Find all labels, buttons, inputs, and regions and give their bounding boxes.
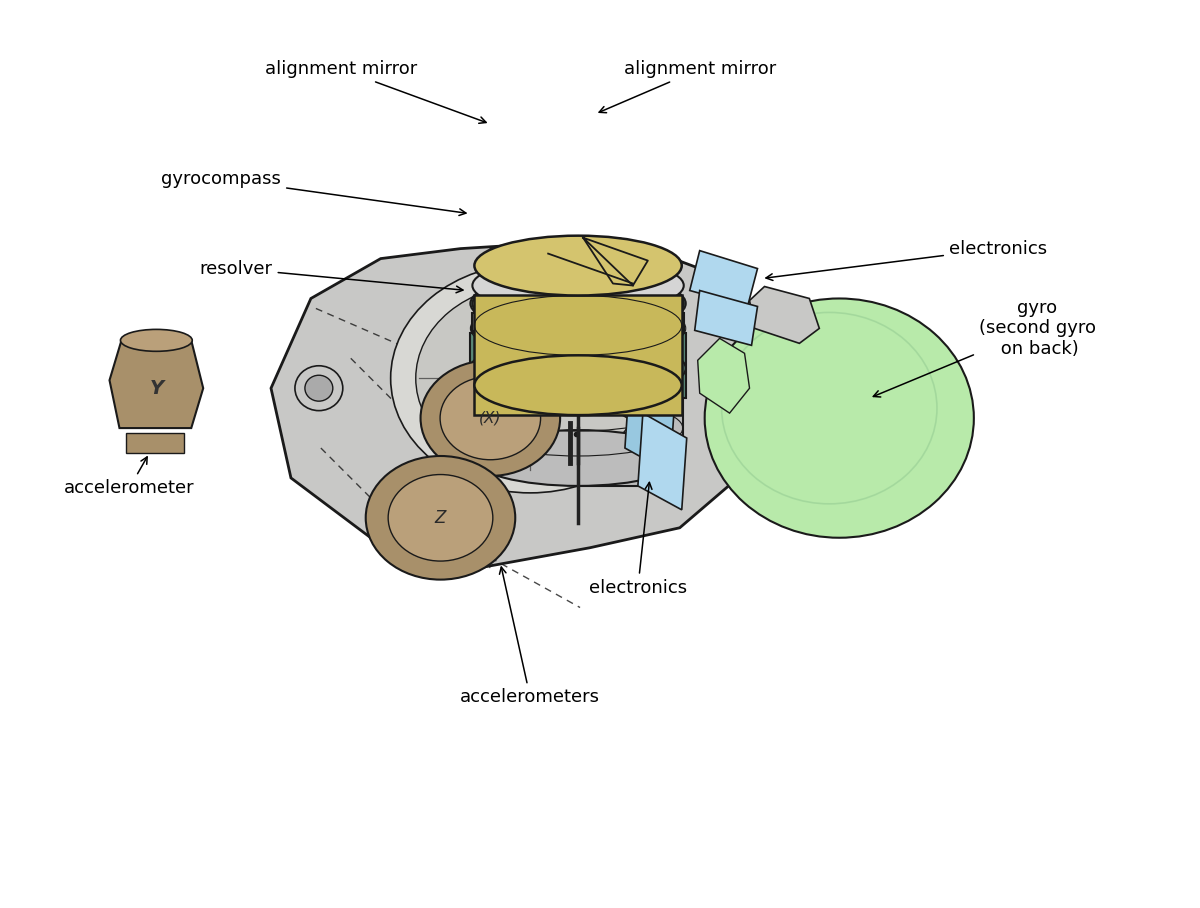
Ellipse shape <box>470 273 685 333</box>
Polygon shape <box>473 376 683 486</box>
Ellipse shape <box>704 299 974 538</box>
Text: electronics: electronics <box>766 240 1048 281</box>
Ellipse shape <box>415 284 644 472</box>
Polygon shape <box>750 287 820 343</box>
Text: electronics: electronics <box>589 482 686 597</box>
Ellipse shape <box>440 377 540 459</box>
Polygon shape <box>126 433 185 453</box>
Polygon shape <box>474 295 682 415</box>
Ellipse shape <box>473 430 683 486</box>
Ellipse shape <box>631 261 649 277</box>
Ellipse shape <box>305 375 332 401</box>
Text: resolver: resolver <box>199 260 463 292</box>
Ellipse shape <box>420 360 560 476</box>
Ellipse shape <box>391 263 670 493</box>
Ellipse shape <box>120 330 192 351</box>
Ellipse shape <box>470 339 685 399</box>
Text: gyro
(second gyro
 on back): gyro (second gyro on back) <box>874 299 1096 397</box>
Text: accelerometer: accelerometer <box>64 457 194 497</box>
Polygon shape <box>109 340 203 428</box>
Ellipse shape <box>295 366 343 410</box>
Ellipse shape <box>474 355 682 415</box>
Polygon shape <box>286 356 350 418</box>
Text: alignment mirror: alignment mirror <box>265 60 486 123</box>
Text: (X): (X) <box>479 410 502 426</box>
Text: Y: Y <box>149 379 163 398</box>
Ellipse shape <box>388 475 493 561</box>
Polygon shape <box>690 251 757 307</box>
Polygon shape <box>271 239 790 568</box>
Text: alignment mirror: alignment mirror <box>599 60 776 113</box>
Ellipse shape <box>624 254 656 282</box>
Ellipse shape <box>473 321 683 376</box>
Polygon shape <box>610 336 665 436</box>
Polygon shape <box>473 313 684 331</box>
Ellipse shape <box>473 275 684 331</box>
Text: Z: Z <box>434 508 446 527</box>
Polygon shape <box>638 413 686 509</box>
Polygon shape <box>697 339 750 413</box>
Ellipse shape <box>473 258 684 313</box>
Polygon shape <box>491 243 600 301</box>
Ellipse shape <box>474 236 682 295</box>
Polygon shape <box>625 375 674 473</box>
Polygon shape <box>695 291 757 345</box>
Text: accelerometers: accelerometers <box>461 567 600 706</box>
Polygon shape <box>470 333 685 399</box>
Ellipse shape <box>366 456 515 579</box>
Text: gyrocompass: gyrocompass <box>161 170 466 215</box>
